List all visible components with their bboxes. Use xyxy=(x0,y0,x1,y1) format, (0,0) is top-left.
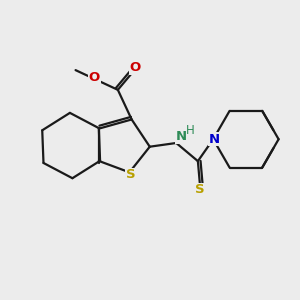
Text: S: S xyxy=(195,183,205,196)
Text: N: N xyxy=(176,130,187,143)
Text: H: H xyxy=(186,124,195,137)
Text: O: O xyxy=(129,61,141,74)
Text: S: S xyxy=(126,168,136,181)
Text: O: O xyxy=(88,71,100,84)
Text: N: N xyxy=(209,133,220,146)
